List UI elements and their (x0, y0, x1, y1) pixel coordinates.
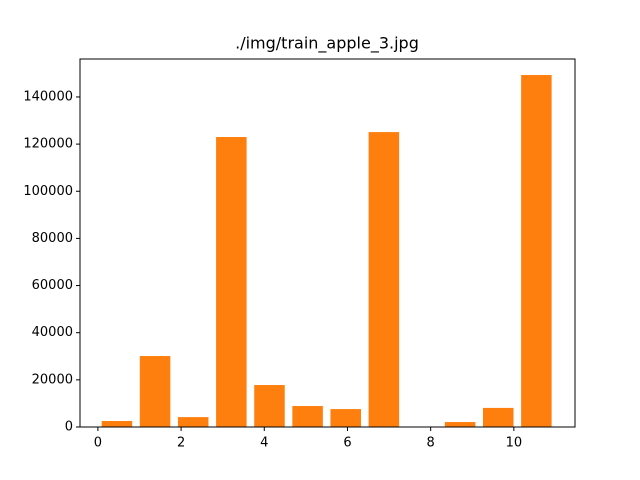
bar (101, 420, 133, 427)
plot-frame (79, 58, 576, 428)
bar (483, 407, 514, 427)
bar (521, 75, 552, 427)
y-tick-label: 60000 (32, 278, 73, 293)
y-tick-label: 100000 (23, 184, 73, 199)
y-tick-label: 40000 (32, 325, 73, 340)
y-tick-label: 120000 (23, 137, 73, 152)
bar (139, 356, 171, 427)
bar (330, 409, 361, 427)
x-tick-label: 0 (94, 436, 102, 451)
x-tick-label: 8 (427, 436, 435, 451)
x-tick-label: 4 (260, 436, 268, 451)
x-tick-label: 2 (177, 436, 185, 451)
bar (177, 417, 209, 427)
x-tick-label: 10 (506, 436, 523, 451)
chart-title: ./img/train_apple_3.jpg (235, 34, 419, 54)
bar (292, 406, 323, 427)
x-tick-label: 6 (343, 436, 351, 451)
y-tick-label: 0 (65, 420, 73, 435)
bar (216, 137, 247, 427)
y-tick-label: 140000 (23, 89, 73, 104)
y-tick-label: 20000 (32, 372, 73, 387)
bar (444, 422, 476, 427)
y-tick-label: 80000 (32, 231, 73, 246)
bar (368, 132, 400, 427)
bar (254, 385, 285, 427)
